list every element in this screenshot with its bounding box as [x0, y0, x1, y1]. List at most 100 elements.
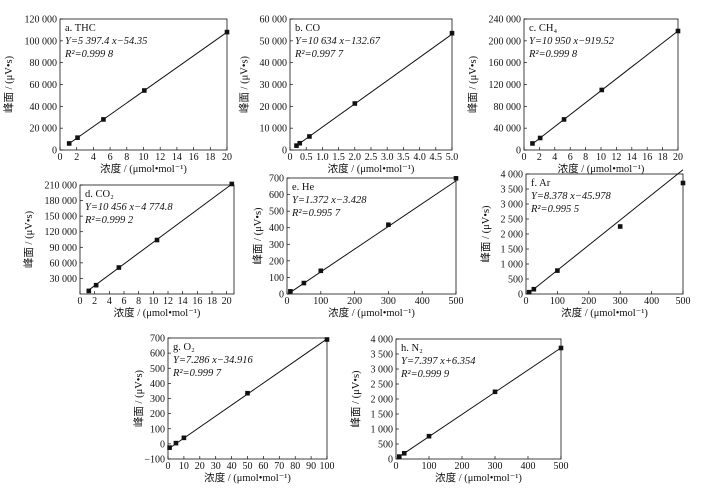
x-tick-label: 6 — [108, 152, 113, 163]
x-tick-label: 2.5 — [365, 152, 378, 163]
x-tick-label: 400 — [521, 461, 536, 472]
r-squared: R²=0.997 7 — [294, 49, 344, 60]
x-tick-label: 20 — [222, 296, 232, 307]
x-tick-label: 90 — [306, 461, 316, 472]
data-point — [167, 445, 172, 450]
x-tick-label: 0 — [524, 296, 529, 307]
y-tick-label: 120 000 — [489, 80, 522, 91]
fit-line — [398, 347, 562, 458]
x-tick-label: 0 — [166, 461, 171, 472]
y-tick-label: 200 000 — [489, 36, 522, 47]
y-tick-label: 30 000 — [50, 274, 78, 285]
fit-line — [531, 30, 679, 145]
panel-label: c. CH₄ — [529, 23, 557, 34]
x-tick-label: 500 — [676, 296, 691, 307]
y-tick-label: 500 — [269, 207, 284, 218]
data-point — [101, 117, 106, 122]
y-tick-label: 210 000 — [45, 181, 78, 192]
y-tick-label: 700 — [269, 174, 284, 185]
x-tick-label: 18 — [658, 152, 668, 163]
x-tick-label: 300 — [381, 296, 396, 307]
panel-label: d. CO₂ — [85, 189, 114, 200]
y-tick-label: 500 — [378, 440, 393, 451]
data-point — [352, 101, 358, 106]
y-tick-label: 0 — [518, 290, 523, 301]
y-tick-label: 2 000 — [501, 230, 524, 241]
x-tick-label: 4 — [107, 296, 112, 307]
y-tick-label: 3 000 — [371, 365, 394, 376]
x-tick-label: 0.5 — [300, 152, 313, 163]
data-point — [154, 237, 160, 243]
y-tick-label: 1 000 — [501, 260, 524, 271]
data-point — [116, 265, 122, 270]
y-tick-label: 3 500 — [371, 350, 394, 361]
y-tick-label: 80 000 — [30, 58, 58, 69]
x-tick-label: 20 — [222, 152, 232, 163]
panel-e: 0 100 200 300 400 500 0 100 200 300 400 500 600 700 e.… — [252, 174, 464, 320]
x-tick-label: 14 — [627, 152, 637, 163]
y-tick-label: 3 000 — [501, 200, 524, 211]
y-tick-label: 1 500 — [501, 245, 524, 256]
y-axis-title: 峰面 / (μV•s) — [3, 55, 15, 113]
fit-equation: Y=5 397.4 x−54.35 — [65, 36, 147, 47]
y-tick-label: 2 000 — [371, 395, 394, 406]
data-point — [531, 286, 537, 292]
data-point — [181, 435, 187, 441]
y-tick-label: 50 000 — [260, 36, 288, 47]
data-point — [680, 180, 686, 186]
panel-b: 0 0.5 1.0 1.5 2.0 2.5 3.0 3.5 4.0 4.5 5.0 0 10 000 20… — [239, 15, 459, 176]
x-tick-label: 0 — [288, 152, 293, 163]
y-tick-label: 400 — [150, 379, 165, 390]
data-point — [229, 181, 235, 187]
x-tick-label: 100 — [320, 461, 335, 472]
x-tick-label: 100 — [550, 296, 565, 307]
x-tick-label: 400 — [415, 296, 430, 307]
data-point — [294, 143, 299, 148]
x-axis-title: 浓度 / (μmol•mol⁻¹) — [114, 306, 201, 319]
y-tick-label: 160 000 — [489, 58, 522, 69]
r-squared: R²=0.999 8 — [64, 49, 114, 60]
x-tick-label: 100 — [422, 461, 437, 472]
x-axis-title: 浓度 / (μmol•mol⁻¹) — [204, 471, 291, 484]
y-tick-label: 90 000 — [50, 243, 78, 254]
data-point — [599, 87, 605, 93]
x-tick-label: 200 — [455, 461, 470, 472]
y-tick-label: 2 500 — [371, 380, 394, 391]
x-tick-label: 6 — [122, 296, 127, 307]
y-tick-label: 80 000 — [494, 102, 522, 113]
y-tick-label: 30 000 — [260, 80, 288, 91]
panel-label: f. Ar — [531, 178, 551, 189]
x-tick-label: 60 — [258, 461, 268, 472]
x-axis-title: 浓度 / (μmol•mol⁻¹) — [328, 306, 415, 319]
data-point — [224, 29, 230, 35]
data-point — [617, 224, 623, 229]
x-tick-label: 2.0 — [349, 152, 362, 163]
data-point — [558, 345, 564, 351]
x-tick-label: 2 — [537, 152, 542, 163]
x-tick-label: 400 — [644, 296, 659, 307]
y-tick-label: 0 — [516, 146, 521, 157]
y-tick-label: 4 000 — [371, 335, 394, 346]
x-tick-label: 12 — [611, 152, 621, 163]
x-tick-label: 4 — [552, 152, 557, 163]
y-tick-label: 150 000 — [45, 212, 78, 223]
y-axis-title: 峰面 / (μV•s) — [239, 55, 251, 113]
y-tick-label: 20 000 — [260, 102, 288, 113]
fit-line — [528, 169, 684, 294]
panel-label: a. THC — [65, 23, 96, 34]
panel-label: g. O₂ — [173, 342, 195, 353]
x-tick-label: 10 — [596, 152, 606, 163]
x-tick-label: 500 — [554, 461, 569, 472]
x-tick-label: 4.5 — [430, 152, 443, 163]
y-tick-label: 100 000 — [25, 36, 58, 47]
y-axis-title: 峰面 / (μV•s) — [252, 207, 264, 265]
x-tick-label: 4 — [91, 152, 96, 163]
y-tick-label: 400 — [269, 223, 284, 234]
data-point — [307, 134, 312, 139]
x-tick-label: 8 — [124, 152, 129, 163]
fit-equation: Y=7.286 x−34.916 — [173, 355, 254, 366]
data-point — [426, 433, 432, 439]
y-tick-label: 40 000 — [30, 102, 58, 113]
y-tick-label: 4 000 — [501, 170, 524, 181]
